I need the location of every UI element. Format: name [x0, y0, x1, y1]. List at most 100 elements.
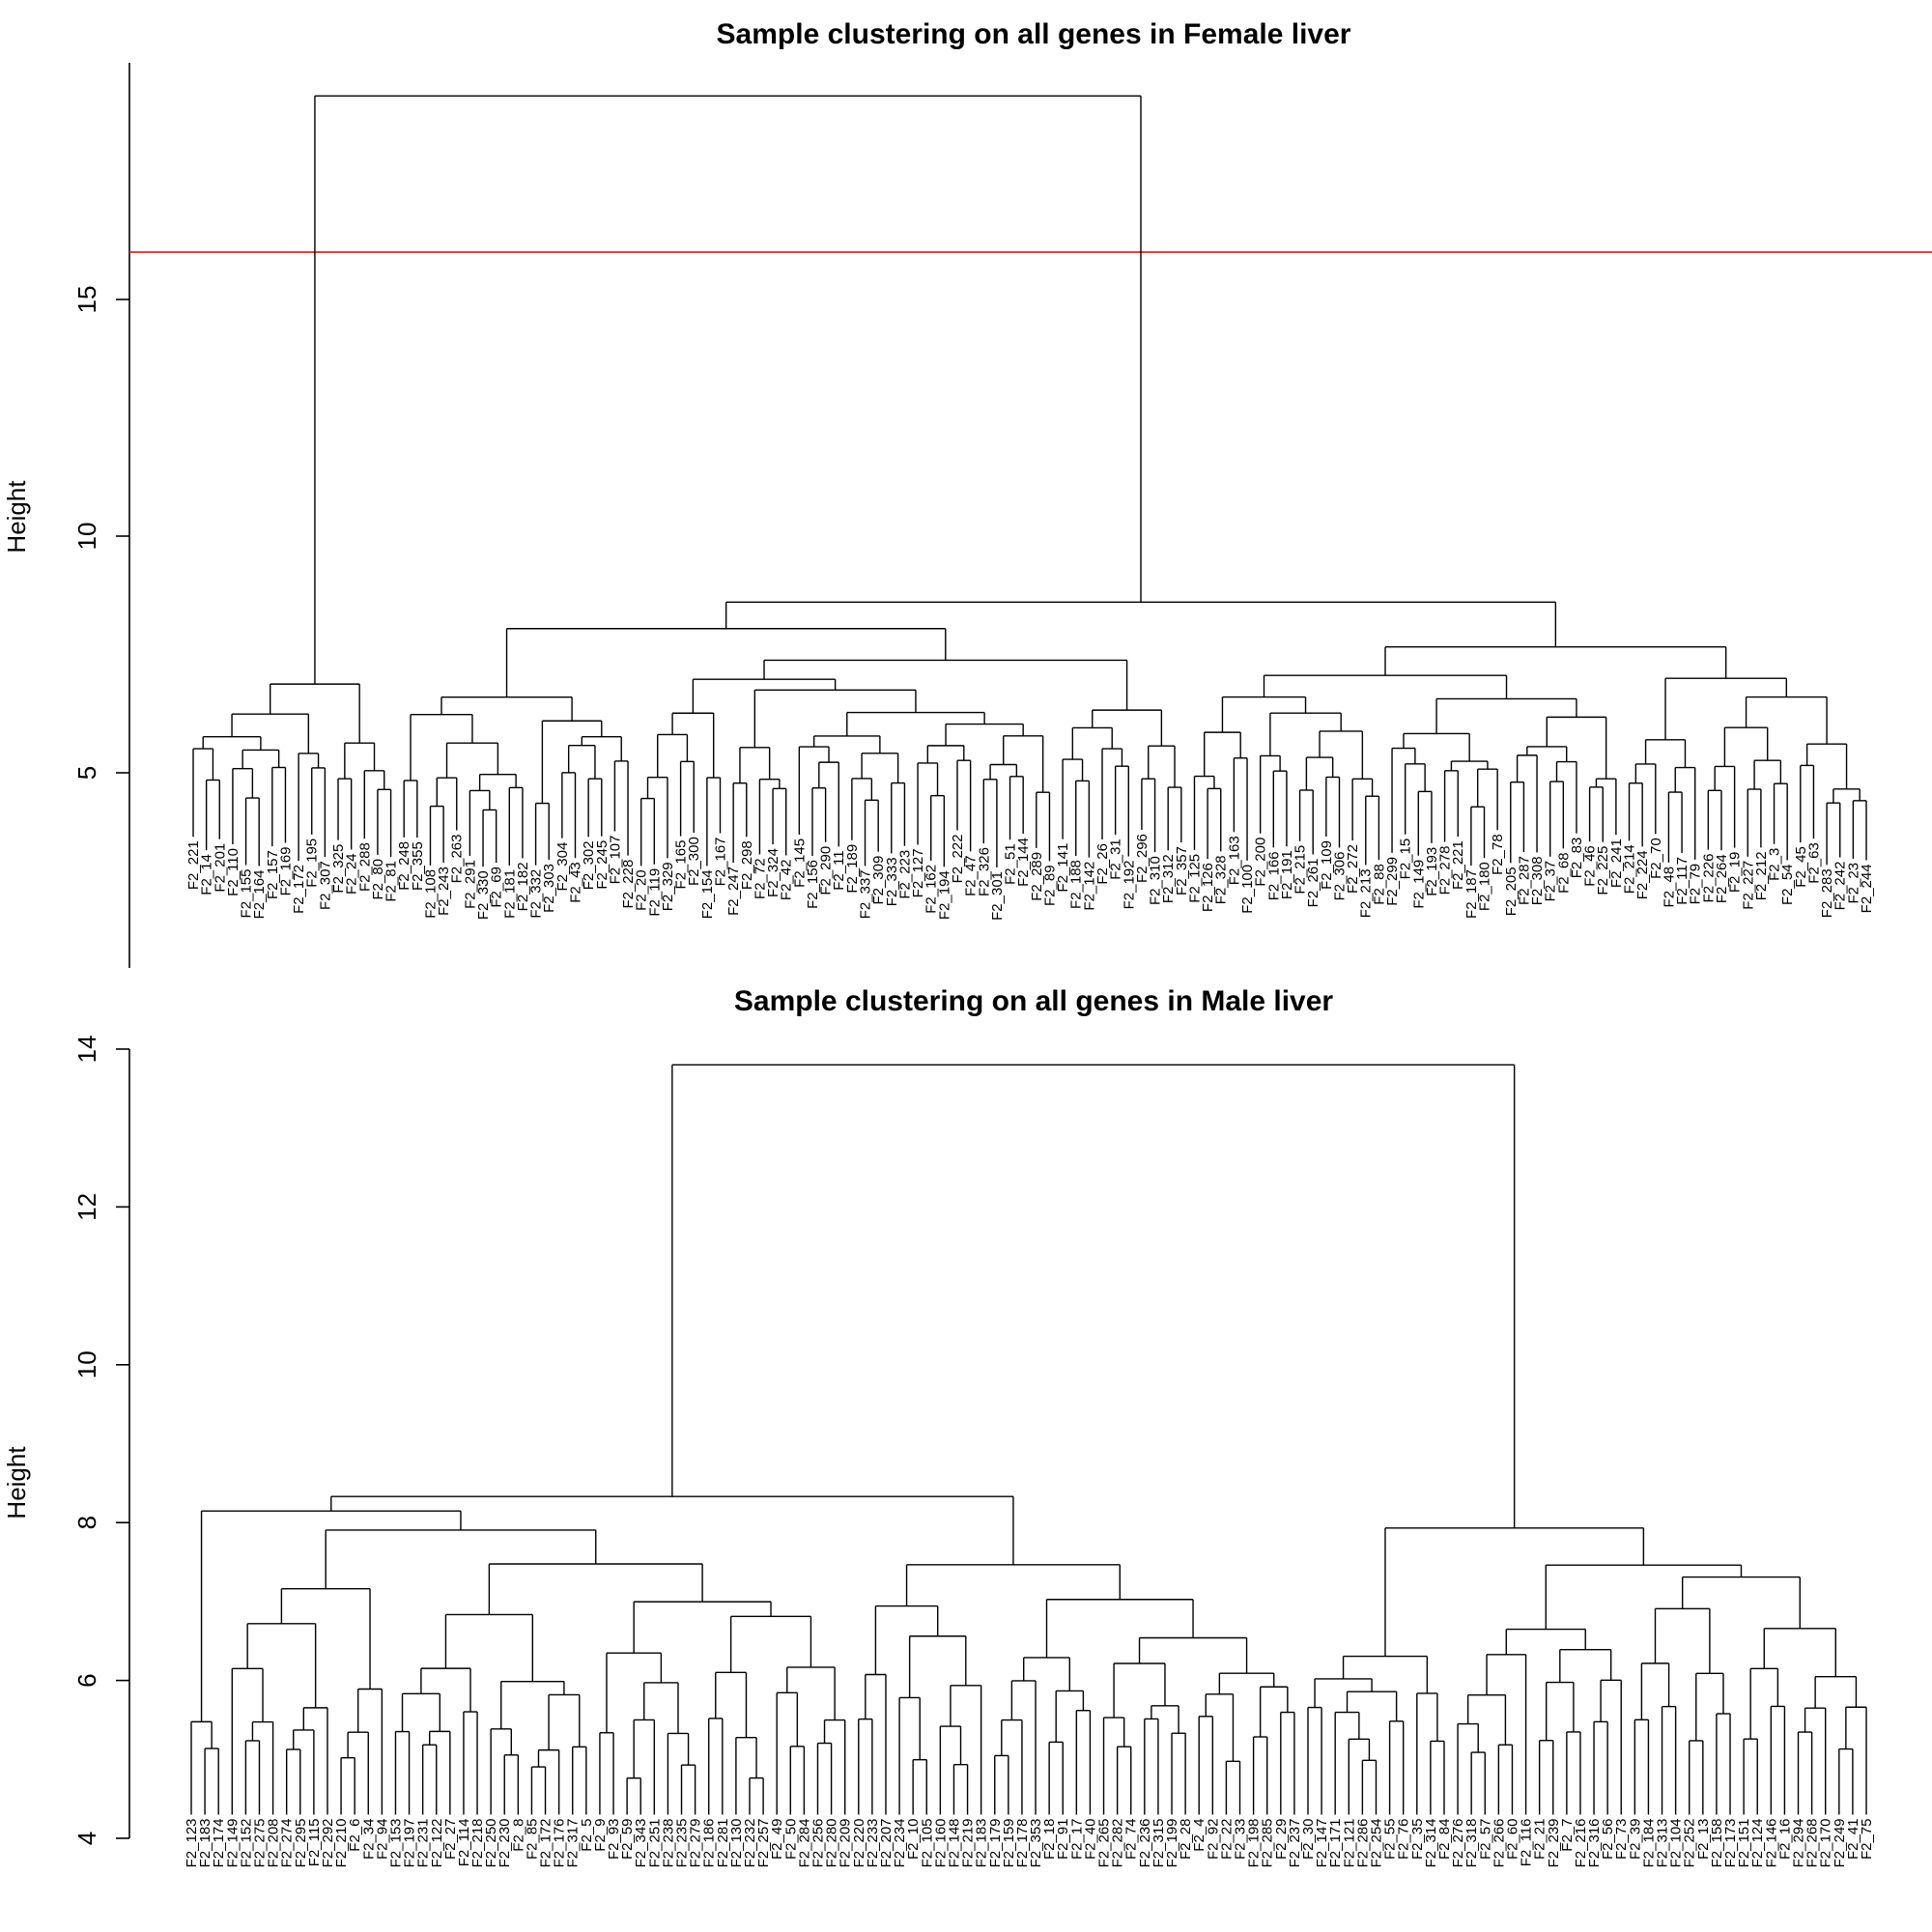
leaf-label: F2_231 — [415, 1818, 432, 1867]
leaf-label: F2_37 — [1543, 861, 1559, 902]
leaf-label: F2_337 — [858, 869, 874, 919]
leaf-label: F2_306 — [1331, 852, 1348, 901]
leaf-label: F2_294 — [1791, 1818, 1807, 1867]
leaf-label: F2_35 — [1409, 1818, 1426, 1860]
leaf-label: F2_41 — [1845, 1818, 1861, 1860]
leaf-label: F2_26 — [1094, 843, 1111, 885]
leaf-label: F2_207 — [878, 1818, 895, 1867]
leaf-label: F2_309 — [870, 856, 887, 905]
leaf-label: F2_165 — [673, 840, 690, 890]
leaf-label: F2_275 — [251, 1818, 268, 1867]
leaf-label: F2_328 — [1213, 855, 1230, 904]
leaf-label: F2_145 — [791, 838, 808, 888]
leaf-label: F2_355 — [410, 841, 426, 891]
leaf-label: F2_193 — [1424, 847, 1440, 896]
leaf-label: F2_235 — [674, 1818, 691, 1867]
leaf-label: F2_289 — [1029, 852, 1045, 901]
leaf-label: F2_300 — [686, 837, 702, 886]
leaf-label: F2_313 — [1655, 1818, 1671, 1867]
leaf-label: F2_88 — [1371, 864, 1387, 905]
leaf-label: F2_181 — [501, 869, 518, 919]
leaf-label: F2_63 — [1805, 842, 1822, 884]
leaf-label: F2_242 — [1833, 862, 1849, 911]
leaf-label: F2_310 — [1148, 856, 1164, 905]
leaf-label: F2_227 — [1740, 861, 1756, 910]
leaf-label: F2_186 — [701, 1818, 718, 1867]
leaf-label: F2_357 — [1174, 846, 1190, 895]
leaf-label: F2_244 — [1859, 864, 1875, 913]
leaf-label: F2_127 — [910, 848, 926, 897]
leaf-label: F2_4 — [1191, 1818, 1208, 1851]
leaf-label: F2_180 — [1477, 862, 1493, 911]
leaf-label: F2_157 — [265, 850, 281, 899]
leaf-label: F2_117 — [1674, 857, 1690, 905]
leaf-label: F2_272 — [1345, 844, 1361, 894]
leaf-label: F2_303 — [541, 864, 557, 913]
leaf-label: F2_164 — [251, 870, 268, 920]
leaf-label: F2_225 — [1595, 846, 1611, 895]
leaf-label: F2_288 — [356, 842, 373, 892]
leaf-label: F2_333 — [884, 857, 900, 906]
leaf-label: F2_195 — [304, 838, 321, 888]
leaf-label: F2_241 — [1608, 838, 1625, 888]
leaf-label: F2_142 — [1081, 862, 1097, 911]
leaf-label: F2_7 — [1559, 1818, 1576, 1851]
leaf-label: F2_212 — [1753, 851, 1770, 900]
leaf-label: F2_301 — [989, 871, 1006, 921]
leaf-label: F2_11 — [831, 850, 847, 890]
leaf-label: F2_105 — [919, 1818, 935, 1867]
leaf-label: F2_24 — [344, 853, 360, 895]
leaf-label: F2_33 — [1233, 1818, 1249, 1860]
y-tick-label: 15 — [72, 286, 101, 314]
leaf-label: F2_107 — [607, 836, 623, 885]
leaf-label: F2_83 — [1569, 838, 1585, 879]
leaf-label: F2_284 — [796, 1818, 812, 1867]
y-tick-label: 14 — [72, 1036, 101, 1064]
leaf-label: F2_252 — [1682, 1818, 1698, 1867]
leaf-label: F2_59 — [619, 1818, 636, 1860]
leaf-label: F2_205 — [1503, 867, 1520, 916]
leaf-label: F2_18 — [1041, 1818, 1058, 1860]
y-axis-label: Height — [2, 1446, 31, 1520]
leaf-label: F2_191 — [1279, 850, 1295, 899]
leaf-label: F2_149 — [1410, 860, 1427, 909]
leaf-label: F2_268 — [1804, 1818, 1821, 1867]
leaf-label: F2_170 — [1818, 1818, 1834, 1867]
leaf-label: F2_286 — [1354, 1818, 1371, 1867]
leaf-label: F2_93 — [606, 1818, 622, 1860]
leaf-label: F2_79 — [1688, 864, 1704, 905]
leaf-label: F2_243 — [436, 867, 452, 916]
leaf-label: F2_280 — [824, 1818, 840, 1867]
leaf-label: F2_282 — [1110, 1818, 1126, 1867]
leaf-label: F2_192 — [1121, 861, 1137, 910]
leaf-label: F2_91 — [1055, 1818, 1071, 1860]
leaf-label: F2_75 — [1859, 1818, 1875, 1860]
leaf-label: F2_50 — [782, 1818, 799, 1860]
leaf-label: F2_296 — [1134, 834, 1151, 883]
leaf-label: F2_74 — [1123, 1818, 1140, 1860]
leaf-label: F2_40 — [1082, 1818, 1098, 1860]
leaf-label: F2_155 — [239, 869, 255, 919]
leaf-label: F2_210 — [333, 1818, 350, 1867]
leaf-label: F2_167 — [713, 837, 729, 886]
leaf-label: F2_94 — [374, 1818, 390, 1860]
leaf-label: F2_28 — [1178, 1818, 1194, 1860]
leaf-label: F2_8 — [510, 1818, 526, 1851]
leaf-label: F2_17 — [1068, 1818, 1085, 1860]
leaf-label: F2_21 — [1532, 1818, 1548, 1860]
leaf-label: F2_46 — [1582, 845, 1599, 887]
y-axis-ticks: 5 10 15 — [72, 286, 129, 780]
leaf-label: F2_245 — [594, 840, 611, 890]
y-tick-label: 12 — [72, 1193, 101, 1221]
leaf-label: F2_85 — [524, 1818, 540, 1860]
leaf-label: F2_14 — [199, 854, 215, 895]
leaf-label: F2_298 — [739, 840, 755, 890]
leaf-label: F2_329 — [660, 862, 676, 911]
y-tick-label: 5 — [72, 766, 101, 780]
chart-title: Sample clustering on all genes in Male l… — [734, 985, 1334, 1017]
leaf-label: F2_213 — [1358, 868, 1375, 918]
leaf-label: F2_149 — [224, 1818, 241, 1867]
leaf-label: F2_223 — [896, 850, 913, 899]
leaf-label: F2_100 — [1239, 865, 1256, 914]
